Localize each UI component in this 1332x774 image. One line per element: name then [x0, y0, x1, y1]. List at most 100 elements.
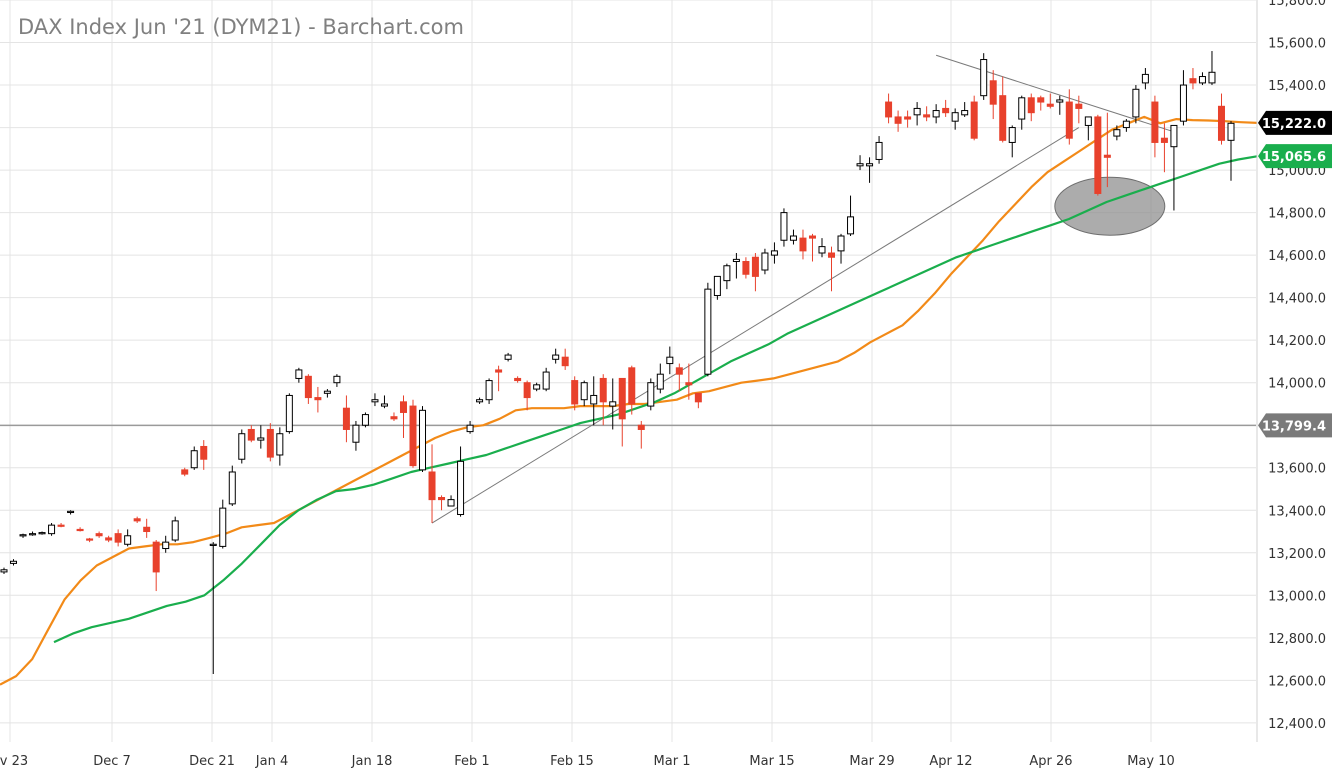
- candle-body-down: [1075, 103, 1083, 109]
- candle-body-down: [390, 416, 398, 420]
- candle-body-down: [1037, 97, 1045, 103]
- y-tick-label: 14,600.0: [1268, 249, 1326, 264]
- candle-body-up: [552, 354, 560, 360]
- y-tick-label: 13,600.0: [1268, 462, 1326, 477]
- candle-body-down: [942, 107, 950, 114]
- candle-body-up: [1198, 76, 1206, 84]
- candle-body-down: [95, 533, 103, 537]
- candle-body-up: [466, 424, 474, 433]
- candle-body-down: [923, 114, 931, 118]
- candle-body-down: [799, 237, 807, 252]
- y-tick-label: 12,800.0: [1268, 632, 1326, 647]
- moving-average-line: [53, 155, 1258, 644]
- candle-body-down: [57, 524, 65, 527]
- candle-body-down: [314, 397, 322, 401]
- candle-body-up: [504, 354, 512, 360]
- candle-body-up: [1141, 73, 1149, 84]
- candle-body-up: [1122, 120, 1130, 129]
- candle-body-down: [399, 401, 407, 413]
- candle-body-up: [1227, 122, 1235, 141]
- candlesticks: [0, 51, 1235, 674]
- candle-body-down: [599, 377, 607, 403]
- x-tick-label: Mar 29: [849, 754, 894, 769]
- trendlines: [431, 54, 1175, 524]
- candle-body-down: [495, 369, 503, 373]
- candle-body-down: [514, 377, 522, 382]
- candle-body-down: [133, 518, 141, 522]
- candle-body-up: [209, 543, 217, 546]
- y-tick-label: 13,400.0: [1268, 504, 1326, 519]
- candle-body-down: [304, 375, 312, 399]
- candle-body-up: [666, 356, 674, 365]
- y-axis-ticks: 15,800.015,600.015,400.015,200.015,000.0…: [1268, 0, 1326, 732]
- candle-body-up: [333, 375, 341, 384]
- candle-body-up: [818, 246, 826, 254]
- x-tick-label: May 10: [1127, 754, 1175, 769]
- candle-body-down: [637, 424, 645, 430]
- candle-body-up: [713, 275, 721, 297]
- price-badge: 15,222.0: [1258, 110, 1332, 135]
- y-tick-label: 12,400.0: [1268, 717, 1326, 732]
- candle-body-up: [1179, 84, 1187, 122]
- y-tick-label: 12,600.0: [1268, 674, 1326, 689]
- candle-body-down: [266, 428, 274, 458]
- x-tick-label: Jan 18: [351, 754, 393, 769]
- candle-body-up: [257, 437, 265, 441]
- x-tick-label: Jan 4: [255, 754, 288, 769]
- candle-body-up: [276, 433, 284, 456]
- candle-body-down: [808, 235, 816, 239]
- candle-body-down: [1189, 78, 1197, 84]
- x-tick-label: Dec 7: [93, 754, 131, 769]
- candle-body-up: [837, 235, 845, 252]
- candle-body-up: [162, 541, 170, 550]
- candle-body-down: [1046, 103, 1054, 107]
- candle-body-down: [105, 537, 113, 541]
- candle-body-up: [542, 371, 550, 390]
- chart-title: DAX Index Jun '21 (DYM21) - Barchart.com: [18, 15, 464, 39]
- x-tick-label: Mar 1: [654, 754, 691, 769]
- candle-body-down: [1103, 154, 1111, 158]
- y-tick-label: 13,000.0: [1268, 589, 1326, 604]
- price-badges: 15,222.0 15,065.6 13,799.4: [1258, 110, 1332, 438]
- candle-body-down: [152, 541, 160, 573]
- candle-body-up: [1018, 97, 1026, 120]
- candle-body-down: [1065, 101, 1073, 139]
- candle-body-up: [847, 216, 855, 235]
- x-tick-label: Apr 12: [929, 754, 972, 769]
- candle-body-down: [76, 528, 84, 532]
- y-tick-label: 15,400.0: [1268, 79, 1326, 94]
- candle-body-up: [780, 212, 788, 241]
- x-tick-label: Feb 15: [550, 754, 594, 769]
- candle-body-up: [219, 507, 227, 547]
- candle-body-up: [361, 414, 369, 426]
- candle-body-down: [751, 256, 759, 277]
- candle-body-up: [29, 533, 37, 536]
- candle-body-down: [571, 380, 579, 405]
- trendline: [431, 127, 1080, 524]
- candle-body-down: [143, 526, 151, 533]
- y-tick-label: 14,200.0: [1268, 334, 1326, 349]
- price-badge-shape: [1258, 413, 1332, 438]
- candle-body-down: [970, 101, 978, 139]
- candle-body-up: [10, 560, 18, 564]
- candle-body-down: [618, 377, 626, 420]
- highlight-ellipse: [1054, 176, 1166, 236]
- candle-body-up: [0, 569, 8, 573]
- y-tick-label: 14,000.0: [1268, 377, 1326, 392]
- price-badge: 13,799.4: [1258, 413, 1332, 438]
- price-badge-label: 15,222.0: [1262, 117, 1326, 132]
- candle-body-up: [866, 163, 874, 167]
- candle-body-down: [685, 382, 693, 386]
- candle-body-down: [342, 407, 350, 430]
- candle-body-up: [48, 524, 56, 535]
- candle-body-up: [770, 250, 778, 256]
- candle-body-down: [1151, 101, 1159, 143]
- candle-body-up: [609, 401, 617, 407]
- candle-body-down: [694, 392, 702, 403]
- candle-body-down: [428, 471, 436, 501]
- candle-body-down: [742, 261, 750, 275]
- candle-body-up: [932, 110, 940, 118]
- candle-body-down: [200, 445, 208, 460]
- candle-body-down: [247, 428, 255, 441]
